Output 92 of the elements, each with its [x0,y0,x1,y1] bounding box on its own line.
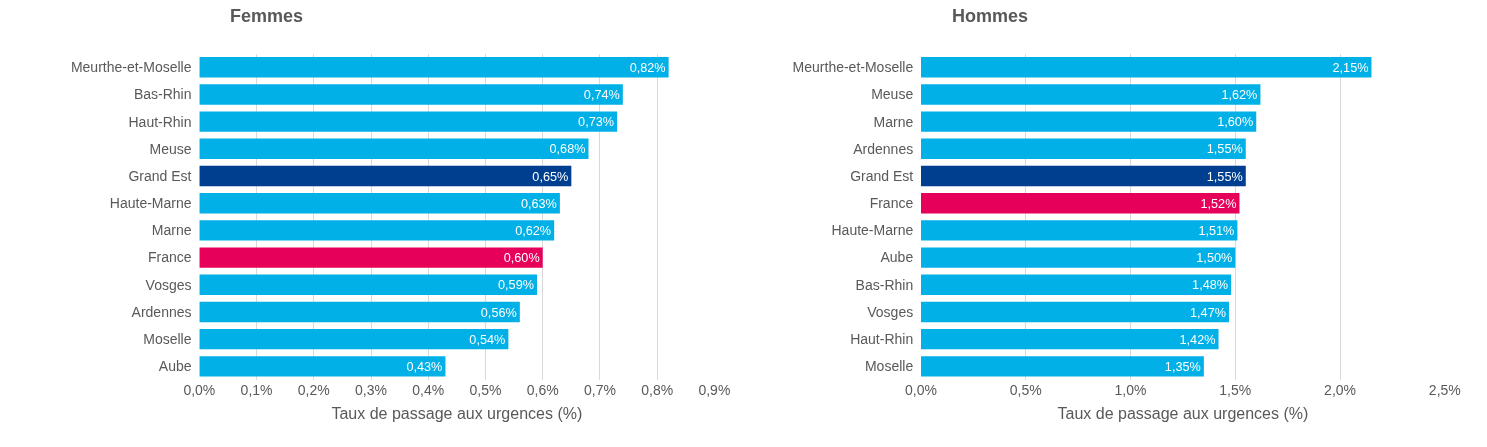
bar [921,247,1236,268]
data-label: 0,62% [515,224,552,239]
data-label: 1,47% [1189,305,1226,320]
x-tick-label: 0,3% [355,381,387,398]
y-tick-label: Haut-Rhin [850,331,914,348]
data-label: 1,55% [1206,169,1243,184]
data-label: 1,51% [1198,224,1235,239]
x-tick-label: 0,4% [412,381,445,398]
data-label: 1,50% [1196,251,1233,266]
x-tick-label: 0,2% [297,381,330,398]
x-tick-label: 0,0% [183,381,216,398]
bar [199,356,446,377]
bar [199,301,520,323]
y-tick-label: Ardennes [853,140,914,157]
bar [921,84,1261,105]
y-tick-label: Haut-Rhin [128,113,192,130]
data-label: 0,56% [480,305,517,320]
data-label: 0,68% [549,142,586,157]
bar [199,328,509,350]
x-tick-label: 2,5% [1428,381,1461,398]
x-tick-label: 0,6% [526,381,559,398]
y-tick-label: Vosges [867,303,914,320]
bar [199,84,623,105]
data-label: 1,60% [1217,115,1254,130]
data-label: 1,62% [1221,88,1258,103]
y-tick-label: Grand Est [850,167,914,184]
x-tick-label: 0,0% [905,381,937,398]
bar [199,57,669,78]
y-tick-label: France [147,249,192,266]
bar [921,165,1246,187]
data-label: 1,48% [1192,278,1229,293]
chart-title: Hommes [952,6,1029,26]
y-tick-label: Haute-Marne [109,195,192,212]
y-tick-label: Grand Est [128,167,192,184]
data-label: 1,55% [1206,142,1243,157]
bar [199,193,560,214]
x-tick-label: 1,0% [1114,381,1147,398]
data-label: 0,60% [503,251,540,266]
bar [921,274,1232,295]
data-label: 0,65% [532,169,569,184]
data-label: 2,15% [1332,60,1369,75]
data-label: 0,63% [520,196,557,211]
x-tick-label: 0,7% [583,381,616,398]
bar [199,220,555,241]
y-tick-label: Meurthe-et-Moselle [70,59,192,76]
x-tick-label: 2,0% [1324,381,1357,398]
bar [921,138,1246,160]
data-label: 0,43% [406,360,443,375]
y-tick-label: Bas-Rhin [855,276,914,293]
bar [199,138,589,160]
bar [199,165,572,187]
y-tick-label: Aube [880,249,914,266]
data-label: 0,74% [583,88,620,103]
data-label: 0,59% [497,278,534,293]
bar [921,356,1204,377]
data-label: 1,52% [1200,196,1237,211]
x-tick-label: 0,1% [240,381,273,398]
y-tick-label: Moselle [864,358,914,375]
bar [921,328,1219,350]
x-tick-label: 1,5% [1219,381,1252,398]
x-tick-label: 0,5% [1009,381,1042,398]
y-tick-label: Meuse [871,86,914,103]
data-label: 0,73% [578,115,615,130]
chart-title: Femmes [230,6,304,26]
data-label: 0,54% [469,332,506,347]
y-tick-label: Marne [151,222,192,239]
bar [921,220,1238,241]
data-label: 1,35% [1164,360,1201,375]
y-tick-label: Haute-Marne [831,222,914,239]
x-tick-label: 0,5% [469,381,502,398]
bar [199,274,537,295]
data-label: 1,42% [1179,332,1216,347]
bar [921,301,1229,323]
bar [921,111,1257,132]
data-label: 0,82% [629,60,666,75]
y-tick-label: France [869,195,914,212]
x-tick-label: 0,9% [698,381,731,398]
y-tick-label: Meurthe-et-Moselle [792,59,914,76]
y-tick-label: Moselle [143,331,192,348]
x-tick-label: 0,8% [641,381,674,398]
bar [199,247,543,268]
bar [921,193,1240,214]
x-axis-title: Taux de passage aux urgences (%) [1057,404,1309,422]
bar [921,57,1372,78]
y-tick-label: Aube [158,358,192,375]
y-tick-label: Vosges [145,276,192,293]
bar [199,111,618,132]
y-tick-label: Marne [873,113,914,130]
y-tick-label: Bas-Rhin [133,86,192,103]
y-tick-label: Ardennes [131,303,192,320]
y-tick-label: Meuse [149,140,192,157]
x-axis-title: Taux de passage aux urgences (%) [331,404,583,422]
